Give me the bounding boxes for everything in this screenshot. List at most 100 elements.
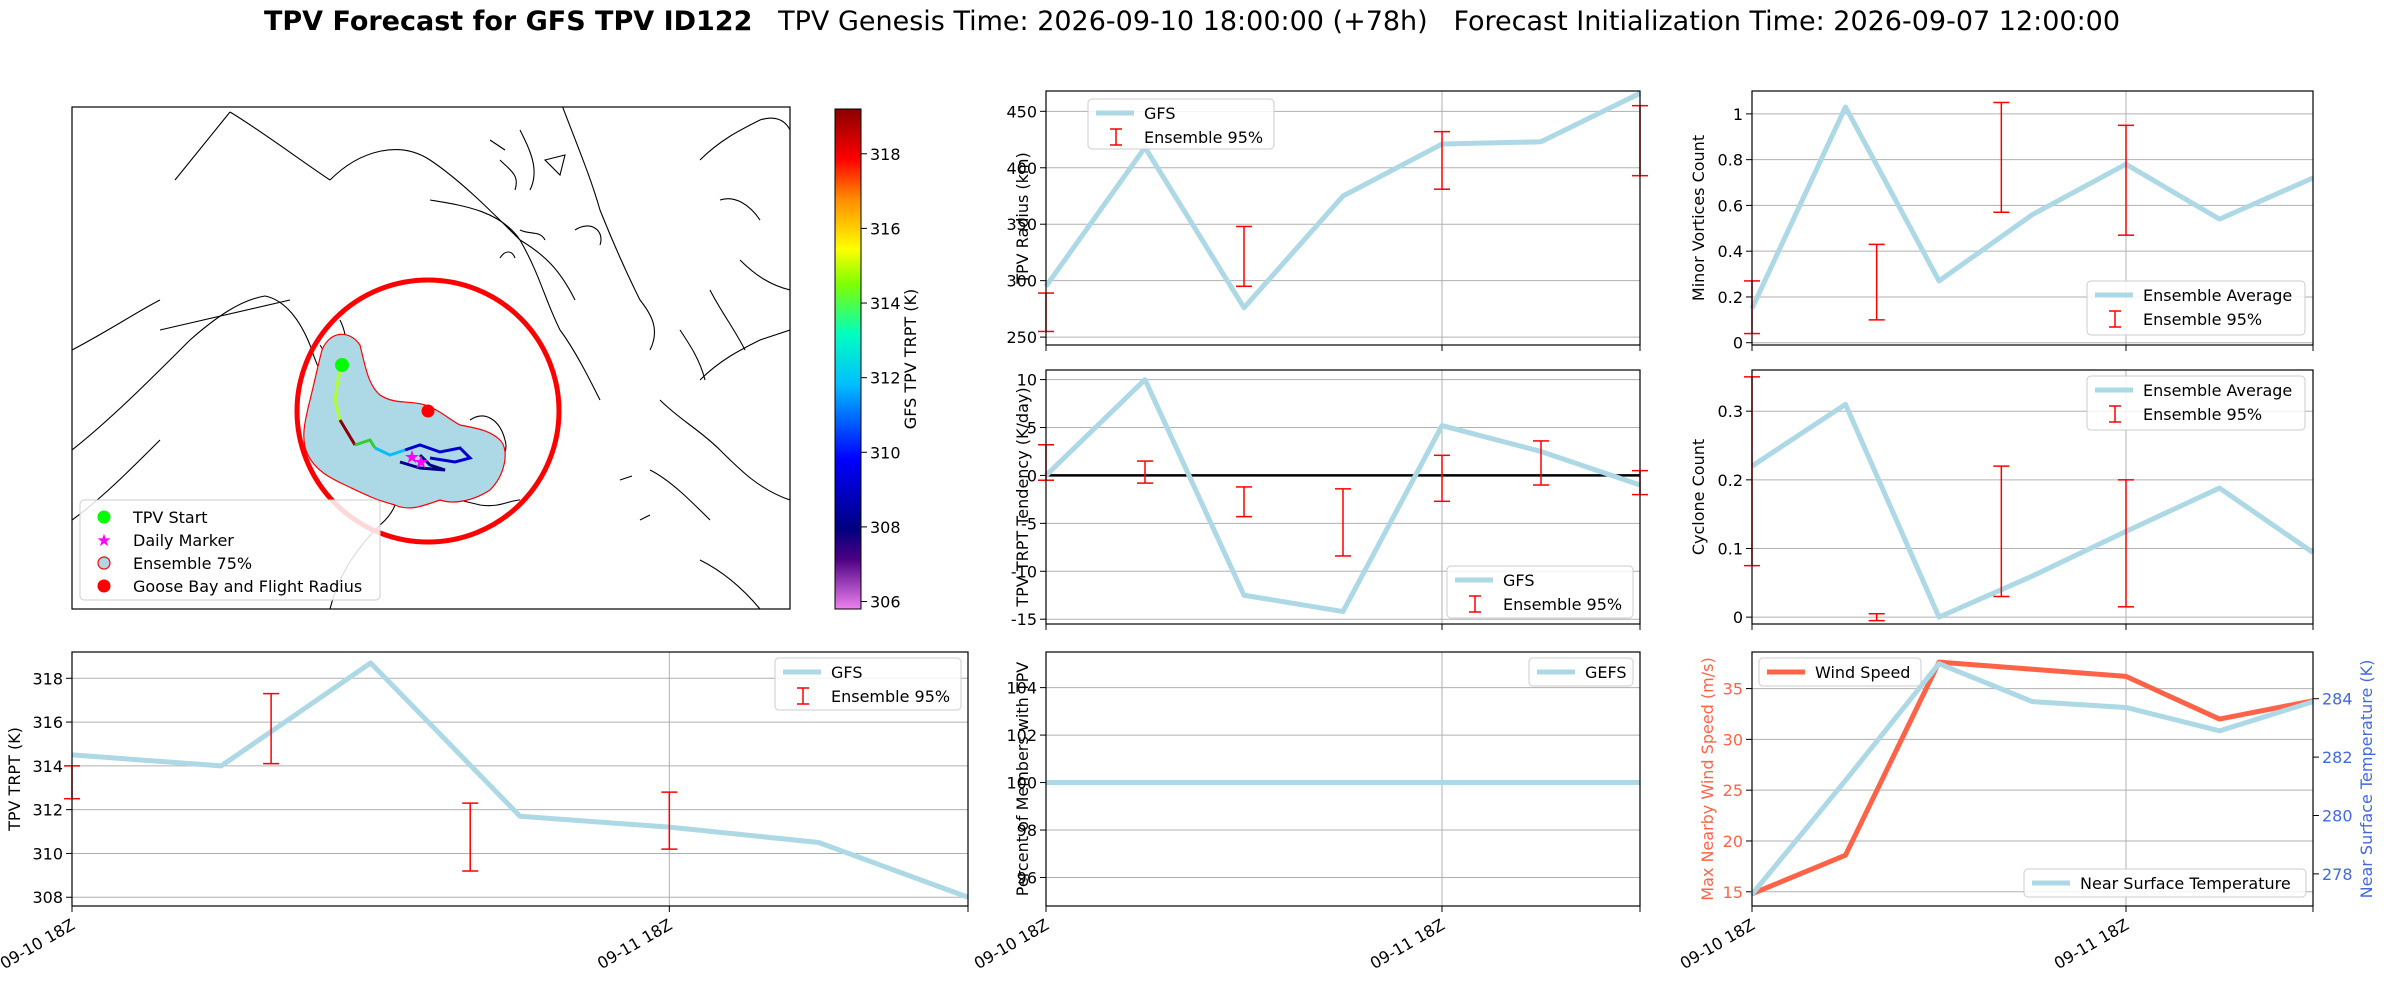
y-axis-label: TPV TRPT (K)	[5, 727, 24, 832]
y-axis-label: TPV TRPT Tendency (K/day)	[1013, 387, 1032, 607]
colorbar-tick-label: 318	[870, 145, 901, 164]
chart-wind-temp: 15 20 25 30 35 09-10 18Z 09-11 18Z Max Nearby W…	[1677, 651, 2376, 973]
map-legend: TPV Start ★ Daily Marker Ensemble 75% Go…	[79, 499, 381, 601]
y2-tick-label: 282	[2322, 748, 2353, 767]
ensemble-75-area	[303, 333, 506, 509]
y-tick-label: 450	[1006, 102, 1037, 121]
y-tick-label: 0.2	[1718, 471, 1743, 490]
legend-label: Ensemble 95%	[2143, 310, 2262, 329]
daily-marker: ★	[404, 447, 420, 468]
y2-tick-label: 280	[2322, 806, 2353, 825]
title-bold: TPV Forecast for GFS TPV ID122	[263, 6, 753, 37]
legend-box	[2023, 868, 2307, 898]
y-tick-label: 316	[32, 713, 63, 732]
y-tick-label: 30	[1723, 730, 1743, 749]
goose-bay-marker	[421, 404, 435, 418]
colorbar-tick-label: 316	[870, 219, 901, 238]
y-tick-label: 318	[32, 669, 63, 688]
legend-label: Near Surface Temperature	[2080, 874, 2291, 893]
chart-percent-members: 96 98 100 102 104 09-10 18Z 09-11 18Z Percent o…	[971, 651, 1641, 973]
map-legend-box	[79, 499, 381, 601]
y-tick-label: 0.6	[1718, 196, 1743, 215]
colorbar-scale	[834, 108, 862, 610]
series-line	[1749, 104, 2315, 310]
plot-frame	[1045, 90, 1641, 346]
chart-minor-vortices: 0 0.2 0.4 0.6 0.8 1 Minor Vortices Count Ensemb…	[1689, 90, 2315, 353]
x-tick-label: 09-10 18Z	[1677, 915, 1758, 973]
legend-label: Ensemble Average	[2143, 286, 2292, 305]
y-tick-label: 0	[1733, 608, 1743, 627]
legend-box	[774, 657, 962, 711]
y-tick-label: 0.3	[1718, 402, 1743, 421]
y-tick-label: 15	[1723, 883, 1743, 902]
chart-legend: Wind Speed	[1758, 657, 1922, 687]
series-line	[1751, 659, 2314, 897]
flight-radius-circle	[294, 277, 562, 545]
legend-box	[1087, 98, 1275, 150]
plot-frame	[1751, 651, 2314, 907]
title-init: Forecast Initialization Time: 2026-09-07…	[1453, 6, 2121, 37]
y-tick-label: 310	[32, 844, 63, 863]
y-tick-label: -15	[1011, 610, 1037, 629]
y-tick-label: 0.2	[1718, 288, 1743, 307]
y2-tick-label: 284	[2322, 690, 2353, 709]
chart-tpv-trpt: 308 310 312 314 316 318 09-10 18Z 09-11 18Z TPV …	[0, 651, 969, 973]
y-tick-label: 98	[1017, 821, 1037, 840]
map-panel: ★ ★ TPV Start ★ Daily Marker Ensemble 75…	[71, 106, 920, 612]
legend-box	[1758, 657, 1922, 687]
figure-title: TPV Forecast for GFS TPV ID122 TPV Genes…	[0, 6, 2384, 37]
y-tick-label: 1	[1733, 105, 1743, 124]
chart-legend: GEFS	[1528, 657, 1634, 687]
chart-legend: Ensemble Average Ensemble 95%	[2086, 375, 2306, 431]
y-tick-label: 20	[1723, 832, 1743, 851]
legend-label: Ensemble 95%	[831, 687, 950, 706]
legend-box	[1446, 565, 1634, 619]
y-tick-label: 312	[32, 801, 63, 820]
plot-frame	[1045, 651, 1641, 907]
legend-box	[1528, 657, 1634, 687]
legend-goose-bay-icon	[97, 579, 111, 593]
x-tick-label: 09-10 18Z	[971, 915, 1052, 973]
colorbar-tick-label: 312	[870, 369, 901, 388]
legend-label: GFS	[831, 663, 862, 682]
legend-tpv-start: TPV Start	[132, 508, 208, 527]
legend-label: Ensemble 95%	[1503, 595, 1622, 614]
legend-label: Ensemble 95%	[1144, 128, 1263, 147]
y-axis-label: TPV Radius (km)	[1013, 152, 1032, 285]
y-tick-label: 314	[32, 757, 63, 776]
chart-legend: Near Surface Temperature	[2023, 868, 2307, 898]
daily-marker: ★	[413, 452, 429, 473]
x-tick-label: 09-11 18Z	[2051, 915, 2132, 973]
tpv-track	[333, 364, 473, 472]
plot-frame	[1045, 369, 1641, 625]
chart-legend: GFS Ensemble 95%	[1446, 565, 1634, 619]
colorbar-tick-label: 310	[870, 443, 901, 462]
colorbar-ticks: 306 308 310 312 314 316 318	[861, 145, 901, 612]
y-tick-label: 104	[1006, 679, 1037, 698]
y-tick-label: 25	[1723, 781, 1743, 800]
y-axis-label: Cyclone Count	[1689, 439, 1708, 555]
y-tick-label: -10	[1011, 562, 1037, 581]
legend-daily-marker-icon: ★	[96, 531, 111, 551]
chart-tpv-radius: 250 300 350 400 450 TPV Radius (km) GFS Ensembl…	[1006, 90, 1648, 351]
y-tick-label: 0.8	[1718, 151, 1743, 170]
legend-box	[2086, 280, 2306, 336]
y-tick-label: 350	[1006, 215, 1037, 234]
y-tick-label: 100	[1006, 774, 1037, 793]
y-tick-label: 0.1	[1718, 539, 1743, 558]
x-tick-label: 09-11 18Z	[594, 915, 675, 973]
plot-frame	[71, 651, 969, 907]
legend-label: Ensemble Average	[2143, 381, 2292, 400]
legend-label: Ensemble 95%	[2143, 405, 2262, 424]
y2-axis-label: Near Surface Temperature (K)	[2357, 660, 2376, 899]
legend-label: GEFS	[1585, 663, 1627, 682]
legend-daily-marker: Daily Marker	[133, 531, 234, 550]
legend-label: GFS	[1503, 571, 1534, 590]
y-tick-label: 35	[1723, 680, 1743, 699]
y-tick-label: 308	[32, 888, 63, 907]
y2-tick-label: 278	[2322, 865, 2353, 884]
legend-box	[2086, 375, 2306, 431]
legend-goose-bay: Goose Bay and Flight Radius	[133, 577, 362, 596]
